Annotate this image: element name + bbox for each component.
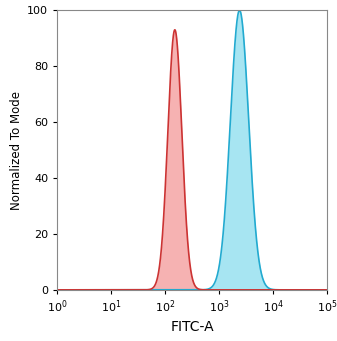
X-axis label: FITC-A: FITC-A — [170, 320, 214, 333]
Y-axis label: Normalized To Mode: Normalized To Mode — [10, 91, 23, 209]
